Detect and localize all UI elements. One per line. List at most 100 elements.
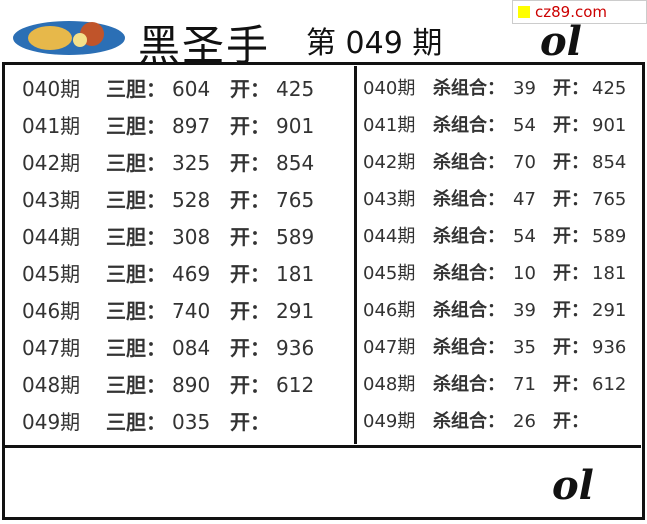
table-row: 042期 三胆： 325 开： 854 — [8, 148, 354, 178]
period: 041期 — [22, 114, 81, 138]
kai-value: 854 — [276, 151, 315, 175]
table-frame — [2, 62, 645, 520]
watermark-text: cz89.com — [535, 3, 608, 21]
sha-value: 10 — [513, 263, 536, 284]
table-row: 047期 三胆： 084 开： 936 — [8, 333, 354, 363]
kai-value: 765 — [592, 189, 627, 210]
label-kai: 开： — [553, 300, 589, 321]
table-row: 046期 杀组合： 39 开： 291 — [360, 296, 636, 326]
dan-value: 469 — [172, 262, 211, 286]
dan-value: 084 — [172, 336, 211, 360]
kai-value: 181 — [276, 262, 315, 286]
label-dan: 三胆： — [106, 225, 166, 249]
sha-value: 54 — [513, 115, 536, 136]
table-row: 041期 杀组合： 54 开： 901 — [360, 111, 636, 141]
table-row: 043期 杀组合： 47 开： 765 — [360, 185, 636, 215]
label-kai: 开： — [553, 374, 589, 395]
period: 047期 — [22, 336, 81, 360]
divider — [4, 445, 641, 448]
dan-value: 528 — [172, 188, 211, 212]
label-sha: 杀组合： — [433, 152, 505, 173]
period: 043期 — [22, 188, 81, 212]
sha-value: 26 — [513, 411, 536, 432]
period: 040期 — [22, 77, 81, 101]
period: 049期 — [22, 410, 81, 434]
label-kai: 开： — [230, 373, 270, 397]
period: 042期 — [22, 151, 81, 175]
kai-value: 181 — [592, 263, 627, 284]
issue-number: 第 049 期 — [306, 26, 443, 61]
table-row: 046期 三胆： 740 开： 291 — [8, 296, 354, 326]
kai-value: 854 — [592, 152, 627, 173]
table-row: 040期 杀组合： 39 开： 425 — [360, 74, 636, 104]
table-row: 045期 杀组合： 10 开： 181 — [360, 259, 636, 289]
label-dan: 三胆： — [106, 77, 166, 101]
period: 040期 — [363, 78, 416, 99]
kai-value: 936 — [276, 336, 315, 360]
logo-icon — [13, 21, 125, 55]
period: 048期 — [363, 374, 416, 395]
label-kai: 开： — [553, 226, 589, 247]
label-dan: 三胆： — [106, 410, 166, 434]
label-sha: 杀组合： — [433, 189, 505, 210]
kai-value: 901 — [276, 114, 315, 138]
kai-value: 291 — [276, 299, 315, 323]
period: 045期 — [22, 262, 81, 286]
sha-value: 39 — [513, 78, 536, 99]
kai-value: 612 — [592, 374, 627, 395]
dan-value: 897 — [172, 114, 211, 138]
label-kai: 开： — [230, 410, 270, 434]
label-kai: 开： — [553, 152, 589, 173]
kai-value: 612 — [276, 373, 315, 397]
period: 044期 — [363, 226, 416, 247]
table-row: 049期 杀组合： 26 开： — [360, 407, 636, 437]
table-row: 040期 三胆： 604 开： 425 — [8, 74, 354, 104]
table-row: 043期 三胆： 528 开： 765 — [8, 185, 354, 215]
label-dan: 三胆： — [106, 299, 166, 323]
left-panel: 040期 三胆： 604 开： 425 041期 三胆： 897 开： 901 042期 三胆： 325… — [8, 66, 357, 444]
table-row: 042期 杀组合： 70 开： 854 — [360, 148, 636, 178]
sha-value: 54 — [513, 226, 536, 247]
right-panel: 040期 杀组合： 39 开： 425 041期 杀组合： 54 开： 901 042期 杀组合： 70… — [360, 66, 636, 444]
kai-value: 589 — [592, 226, 627, 247]
table-row: 044期 杀组合： 54 开： 589 — [360, 222, 636, 252]
period: 047期 — [363, 337, 416, 358]
sha-value: 35 — [513, 337, 536, 358]
dan-value: 325 — [172, 151, 211, 175]
period: 041期 — [363, 115, 416, 136]
label-sha: 杀组合： — [433, 337, 505, 358]
kai-value: 901 — [592, 115, 627, 136]
sha-value: 71 — [513, 374, 536, 395]
period: 049期 — [363, 411, 416, 432]
kai-value: 425 — [592, 78, 627, 99]
label-kai: 开： — [230, 114, 270, 138]
signature-top: ol — [540, 18, 582, 65]
label-kai: 开： — [553, 337, 589, 358]
label-dan: 三胆： — [106, 262, 166, 286]
table-row: 048期 杀组合： 71 开： 612 — [360, 370, 636, 400]
dan-value: 035 — [172, 410, 211, 434]
label-sha: 杀组合： — [433, 411, 505, 432]
sha-value: 70 — [513, 152, 536, 173]
label-kai: 开： — [230, 299, 270, 323]
dan-value: 308 — [172, 225, 211, 249]
page-title: 黑圣手 — [138, 21, 271, 70]
kai-value: 425 — [276, 77, 315, 101]
label-dan: 三胆： — [106, 373, 166, 397]
label-dan: 三胆： — [106, 188, 166, 212]
label-kai: 开： — [230, 188, 270, 212]
watermark: cz89.com — [512, 0, 647, 24]
period: 045期 — [363, 263, 416, 284]
kai-value: 589 — [276, 225, 315, 249]
period: 042期 — [363, 152, 416, 173]
label-kai: 开： — [230, 225, 270, 249]
label-dan: 三胆： — [106, 336, 166, 360]
label-kai: 开： — [230, 262, 270, 286]
label-sha: 杀组合： — [433, 263, 505, 284]
dan-value: 740 — [172, 299, 211, 323]
kai-value: 291 — [592, 300, 627, 321]
label-dan: 三胆： — [106, 151, 166, 175]
kai-value: 936 — [592, 337, 627, 358]
label-kai: 开： — [553, 411, 589, 432]
